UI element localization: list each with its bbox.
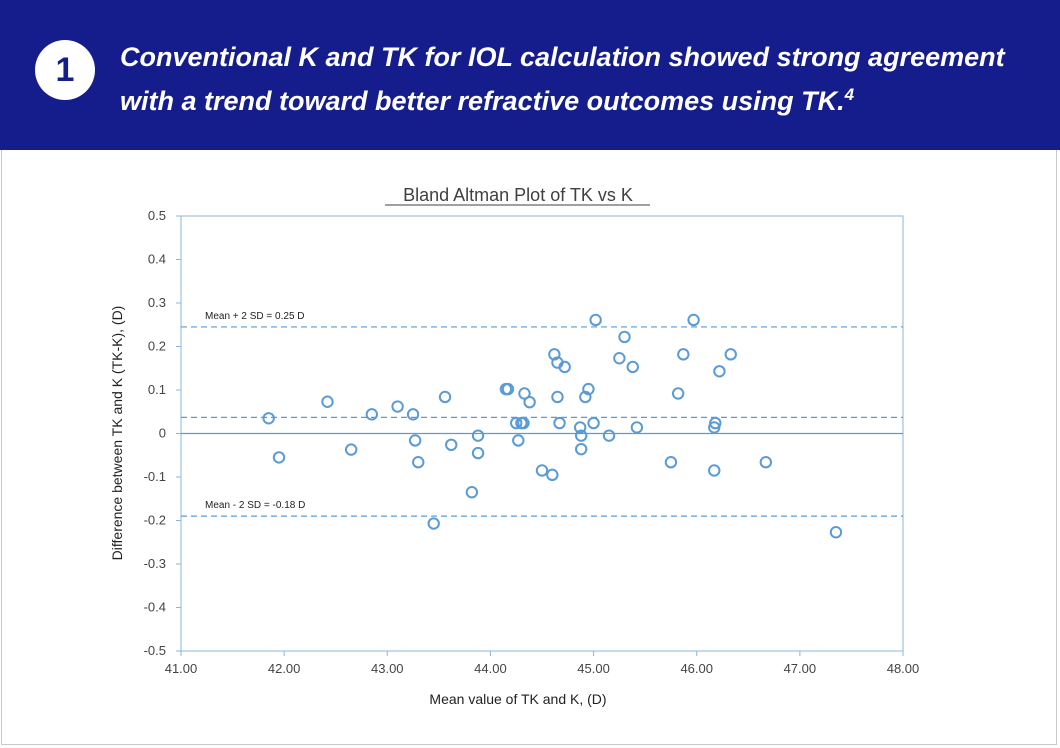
data-point: [438, 390, 452, 404]
data-point: [465, 486, 479, 499]
data-point: [626, 360, 639, 374]
reference-lines: Mean + 2 SD = 0.25 D Mean - 2 SD = -0.18 …: [181, 311, 903, 517]
headline-line-1: Conventional K and TK for IOL calculatio…: [120, 42, 1005, 72]
x-tick-label: 42.00: [268, 661, 301, 676]
data-point: [523, 395, 536, 409]
data-point: [713, 365, 726, 378]
data-points: [262, 313, 843, 539]
headline-line-2: with a trend toward better refractive ou…: [120, 86, 845, 116]
step-number-badge: 1: [35, 40, 95, 100]
data-point: [510, 416, 523, 430]
data-point: [427, 517, 440, 530]
y-tick-label: 0.1: [148, 382, 166, 397]
data-point: [551, 390, 564, 404]
data-point: [272, 451, 286, 464]
data-point: [512, 434, 525, 447]
data-point: [408, 434, 422, 447]
y-tick-label: 0.5: [148, 208, 166, 223]
reference-line-label: Mean - 2 SD = -0.18 D: [205, 500, 305, 511]
data-point: [558, 360, 571, 374]
y-tick-label: 0.3: [148, 295, 166, 310]
y-tick-label: -0.4: [144, 600, 166, 615]
x-axis-ticks: 41.00 42.00 43.00 44.00 45.00 46.00 47.00 48.00: [165, 651, 920, 676]
data-point: [471, 446, 485, 460]
x-tick-label: 46.00: [680, 661, 713, 676]
data-point: [553, 416, 566, 430]
reference-line-label: Mean + 2 SD = 0.25 D: [205, 311, 305, 322]
data-point: [708, 464, 721, 477]
chart-title: Bland Altman Plot of TK vs K: [403, 185, 633, 205]
data-point: [445, 438, 458, 452]
headline: Conventional K and TK for IOL calculatio…: [120, 38, 1040, 120]
y-tick-label: -0.2: [144, 513, 166, 528]
data-point: [412, 456, 425, 469]
data-point: [391, 400, 404, 413]
data-point: [602, 429, 616, 442]
data-point: [582, 382, 595, 396]
data-point: [709, 416, 722, 430]
data-point: [613, 352, 626, 365]
chart-panel: [1, 150, 1057, 745]
data-point: [664, 456, 678, 469]
data-point: [630, 421, 644, 434]
y-tick-label: 0: [159, 426, 166, 441]
header-banner: 1 Conventional K and TK for IOL calculat…: [0, 0, 1060, 150]
x-tick-label: 47.00: [784, 661, 817, 676]
data-point: [759, 456, 773, 469]
x-tick-label: 43.00: [371, 661, 404, 676]
data-point: [344, 443, 358, 456]
data-point: [574, 442, 588, 456]
data-point: [687, 313, 700, 327]
footnote-reference: 4: [844, 85, 855, 104]
y-tick-label: -0.3: [144, 556, 166, 571]
data-point: [262, 412, 275, 425]
data-point: [518, 387, 531, 400]
data-point: [587, 416, 600, 430]
x-axis-label: Mean value of TK and K, (D): [429, 691, 606, 707]
y-tick-label: -0.1: [144, 469, 166, 484]
x-tick-label: 44.00: [474, 661, 507, 676]
x-tick-label: 45.00: [577, 661, 610, 676]
data-point: [677, 348, 690, 361]
data-point: [671, 387, 685, 400]
y-tick-label: -0.5: [144, 643, 166, 658]
data-point: [321, 395, 334, 408]
data-point: [535, 464, 549, 477]
y-axis-label: Difference between TK and K (TK-K), (D): [109, 306, 125, 561]
data-point: [501, 382, 515, 396]
data-point: [365, 408, 379, 421]
data-point: [574, 429, 588, 442]
data-point: [618, 330, 631, 344]
y-tick-label: 0.2: [148, 339, 166, 354]
data-point: [589, 313, 602, 327]
data-point: [829, 526, 843, 539]
data-point: [724, 348, 737, 361]
data-point: [517, 416, 530, 430]
data-point: [546, 468, 559, 482]
x-tick-label: 48.00: [887, 661, 920, 676]
data-point: [406, 408, 420, 421]
y-tick-label: 0.4: [148, 252, 166, 267]
y-axis-ticks: 0.5 0.4 0.3 0.2 0.1 0 -0.1 -0.2 -0.3 -0.4 -0.5: [144, 208, 181, 658]
x-tick-label: 41.00: [165, 661, 198, 676]
data-point: [573, 421, 587, 434]
data-point: [579, 390, 592, 404]
data-point: [471, 429, 485, 442]
